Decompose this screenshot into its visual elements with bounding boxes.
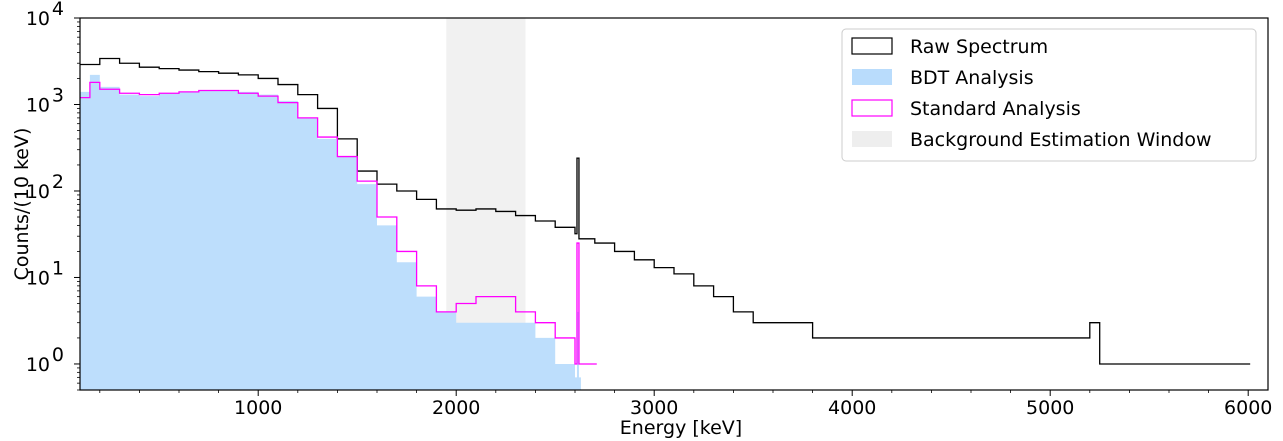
x-tick-label: 6000: [1224, 397, 1272, 419]
y-tick-label: 10: [26, 94, 50, 116]
x-axis-label: Energy [keV]: [620, 417, 742, 439]
legend-swatch: [852, 69, 892, 85]
series-raw-spectrum-line: [80, 57, 1251, 365]
legend: Raw Spectrum BDT Analysis Standard Analysi…: [841, 28, 1257, 162]
y-tick-label: 10: [26, 8, 50, 30]
x-tick-label: 5000: [1026, 397, 1074, 419]
y-tick-label: 10: [26, 267, 50, 289]
legend-label: BDT Analysis: [910, 67, 1034, 89]
plot-layers: [80, 18, 1251, 390]
x-tick-label: 3000: [630, 397, 678, 419]
y-tick-exponent: 3: [52, 84, 64, 106]
series-standard-analysis-line: [80, 81, 597, 365]
y-axis-label: Counts/(10 keV): [11, 128, 33, 281]
legend-label: Background Estimation Window: [910, 129, 1212, 151]
legend-swatch: [851, 37, 893, 55]
y-tick-exponent: 2: [52, 171, 64, 193]
legend-label: Standard Analysis: [910, 98, 1081, 120]
y-tick-exponent: 1: [52, 257, 64, 279]
series-bdt-fill: [80, 74, 581, 390]
y-tick-exponent: 0: [52, 344, 64, 366]
x-tick-label: 1000: [234, 397, 282, 419]
legend-label: Raw Spectrum: [910, 36, 1048, 58]
y-tick-label: 10: [26, 354, 50, 376]
legend-swatch: [851, 99, 893, 117]
legend-box: [841, 28, 1257, 162]
x-tick-label: 2000: [432, 397, 480, 419]
y-tick-exponent: 4: [52, 0, 64, 20]
legend-swatch: [852, 131, 892, 147]
x-tick-label: 4000: [828, 397, 876, 419]
plot-area: [80, 18, 1251, 390]
y-tick-label: 10: [26, 181, 50, 203]
